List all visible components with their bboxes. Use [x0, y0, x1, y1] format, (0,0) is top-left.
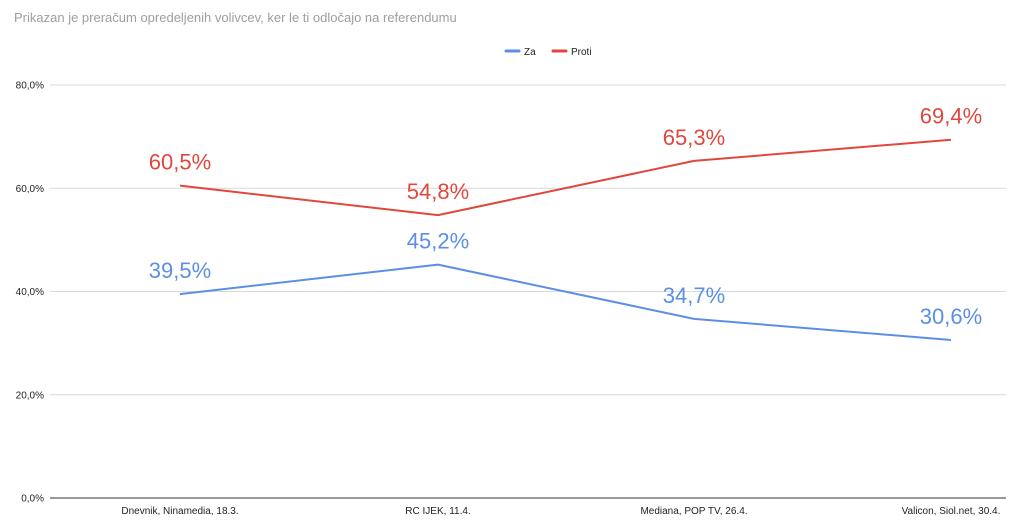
x-category-label: Valicon, Siol.net, 30.4. [902, 506, 1001, 517]
legend-item-proti: Proti [551, 47, 592, 58]
y-tick-label: 40,0% [16, 287, 44, 298]
data-labels: 39,5% 45,2% 34,7% 30,6% 60,5% 54,8% 65,3% 69,4% [149, 104, 982, 329]
y-axis-ticks: 0,0% 20,0% 40,0% 60,0% 80,0% [16, 81, 44, 505]
data-label-proti: 69,4% [920, 104, 982, 129]
x-category-label: RC IJEK, 11.4. [405, 506, 470, 517]
data-label-proti: 65,3% [663, 125, 725, 150]
x-category-label: Mediana, POP TV, 26.4. [640, 506, 747, 517]
data-label-za: 34,7% [663, 283, 725, 308]
data-label-za: 45,2% [407, 229, 469, 254]
data-label-za: 39,5% [149, 258, 211, 283]
legend: Za Proti [504, 47, 592, 58]
x-axis-categories: Dnevnik, Ninamedia, 18.3. RC IJEK, 11.4. M… [121, 506, 1000, 517]
legend-label: Proti [571, 47, 592, 58]
legend-label: Za [524, 47, 536, 58]
series-lines [179, 138, 952, 342]
x-category-label: Dnevnik, Ninamedia, 18.3. [121, 506, 238, 517]
data-label-proti: 54,8% [407, 179, 469, 204]
series-line-za [179, 263, 952, 342]
chart-title: Prikazan je preračum opredeljenih volivc… [14, 10, 457, 25]
data-label-proti: 60,5% [149, 150, 211, 175]
data-label-za: 30,6% [920, 304, 982, 329]
y-tick-label: 80,0% [16, 81, 44, 92]
y-tick-label: 60,0% [16, 184, 44, 195]
legend-item-za: Za [504, 47, 536, 58]
series-line-proti [179, 138, 952, 217]
gridlines [50, 84, 1006, 499]
y-tick-label: 20,0% [16, 390, 44, 401]
y-tick-label: 0,0% [21, 494, 44, 505]
